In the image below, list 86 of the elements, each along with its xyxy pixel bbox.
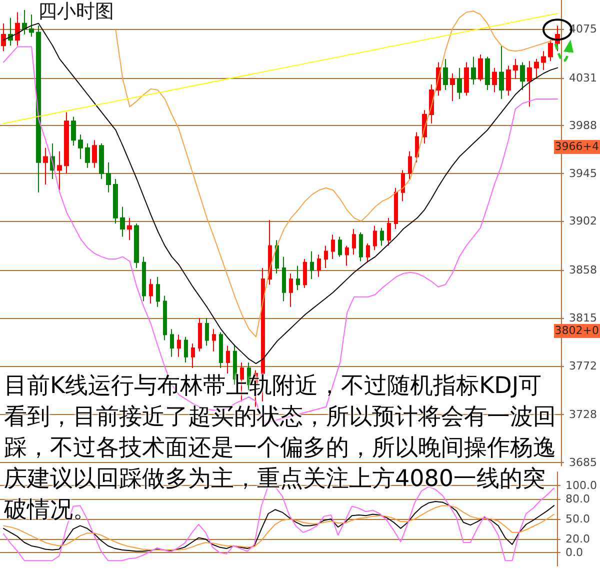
candlestick — [352, 228, 356, 256]
candlestick — [303, 258, 307, 288]
y-tick-label: 3772 — [569, 359, 598, 372]
candlestick — [142, 256, 146, 302]
y-tick-label: 4031 — [569, 71, 598, 84]
annotation: 3966+4 — [554, 140, 600, 154]
candlestick — [401, 170, 405, 202]
candlestick — [282, 256, 286, 302]
candlestick — [457, 67, 462, 100]
candlestick — [177, 334, 181, 358]
candlestick — [310, 250, 314, 280]
candlestick — [212, 328, 216, 352]
candlestick — [275, 240, 279, 274]
candlestick — [485, 56, 490, 91]
candlestick — [534, 58, 539, 80]
candlestick — [373, 225, 377, 251]
y-tick-label: 80.0 — [566, 492, 590, 506]
candlestick — [478, 54, 483, 82]
candlestick — [1, 22, 6, 52]
candlestick — [43, 147, 48, 186]
candlestick — [170, 328, 174, 358]
candlestick — [36, 25, 41, 193]
y-tick-label: 3945 — [569, 166, 598, 180]
candlestick — [99, 142, 104, 180]
candlestick — [29, 14, 34, 38]
annotation: 3802+0 — [554, 324, 600, 338]
candlestick — [78, 134, 83, 160]
candlestick — [127, 217, 132, 241]
y-tick-label: 3815 — [569, 311, 598, 324]
candlestick — [492, 67, 497, 93]
candlestick — [548, 40, 553, 62]
candlestick — [317, 254, 321, 278]
candlestick — [450, 72, 455, 102]
candlestick — [296, 265, 300, 291]
candlestick — [64, 112, 69, 174]
candlestick — [408, 150, 412, 180]
candlestick — [156, 276, 160, 308]
candlestick — [92, 140, 97, 168]
candlestick — [57, 150, 62, 191]
candlestick — [331, 234, 335, 260]
candlestick — [15, 12, 20, 46]
candlestick — [22, 10, 27, 35]
candlestick — [471, 56, 476, 85]
candlestick — [345, 245, 349, 266]
candlestick — [324, 245, 328, 268]
y-tick-label: 50.0 — [566, 512, 590, 526]
candlestick — [205, 317, 209, 346]
candlestick — [380, 227, 384, 246]
y-tick-label: 20.0 — [566, 532, 590, 546]
candlestick — [163, 295, 167, 341]
candlestick — [338, 236, 342, 258]
candlestick — [268, 220, 272, 286]
candlestick — [113, 178, 118, 224]
candlestick — [184, 336, 188, 363]
y-tick-label: 3728 — [569, 408, 598, 422]
candlestick — [527, 60, 532, 108]
candlestick — [366, 242, 370, 263]
candlestick — [359, 232, 363, 262]
candlestick — [85, 142, 90, 168]
candlestick — [443, 58, 448, 91]
candlestick — [520, 62, 525, 91]
y-tick-label: 0.0 — [566, 546, 584, 560]
candlestick — [191, 343, 195, 368]
candlestick — [506, 65, 511, 96]
candlestick — [464, 62, 469, 96]
candlestick — [541, 50, 546, 71]
candlestick — [226, 345, 230, 374]
candlestick — [71, 116, 76, 146]
candlestick — [415, 132, 419, 163]
y-tick-label: 3902 — [569, 214, 598, 228]
y-tick-label: 3988 — [569, 119, 598, 132]
candlestick — [499, 45, 504, 100]
y-tick-label: 3858 — [569, 264, 598, 277]
chart-title: 四小时图 — [38, 0, 114, 22]
candlestick — [394, 187, 398, 230]
candlestick — [198, 317, 202, 352]
candlestick — [289, 273, 293, 308]
y-tick-label: 100.0 — [566, 478, 598, 492]
candlestick — [387, 217, 391, 246]
candlestick — [219, 332, 223, 368]
candlestick — [134, 222, 139, 268]
candlestick — [106, 162, 111, 193]
candlestick — [120, 206, 125, 238]
y-tick-label: 3685 — [569, 456, 598, 469]
candlestick — [149, 278, 153, 304]
candlestick — [513, 58, 518, 80]
